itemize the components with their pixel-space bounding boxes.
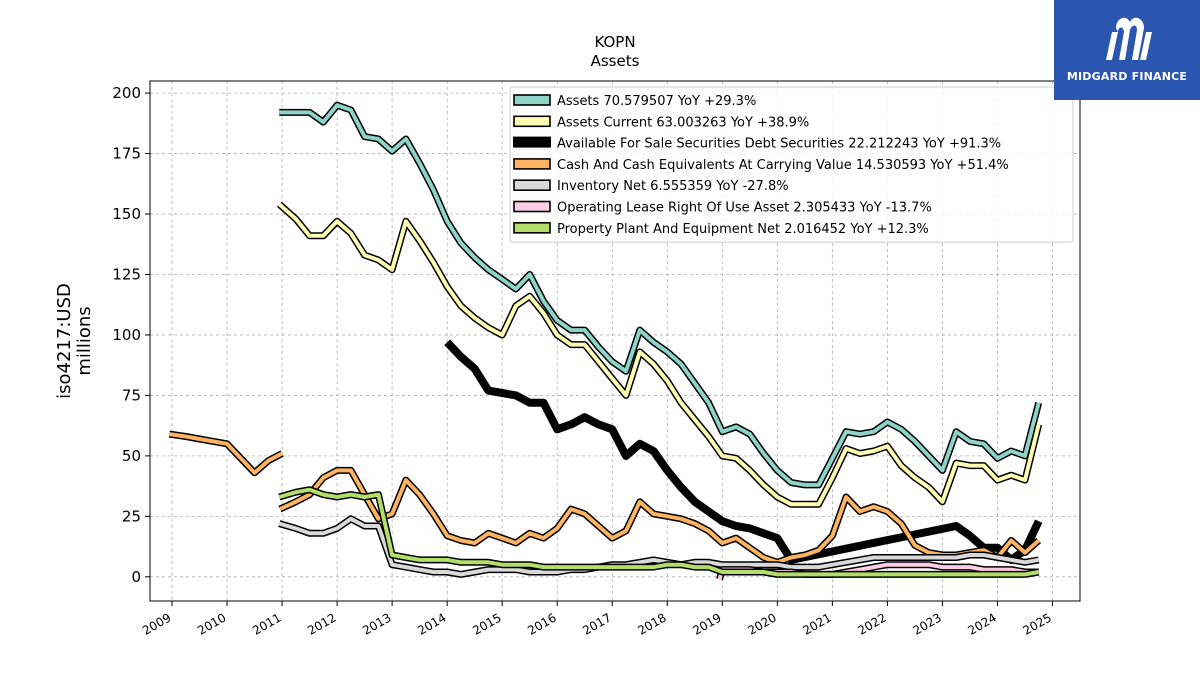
- series-line: [169, 432, 284, 475]
- x-tick-label: 2018: [635, 610, 668, 637]
- y-tick-label: 100: [112, 326, 141, 344]
- series-line: [444, 339, 1043, 564]
- y-tick-label: 75: [122, 386, 141, 404]
- legend-entry-label: Assets Current 63.003263 YoY +38.9%: [557, 115, 809, 130]
- x-tick-label: 2016: [525, 610, 558, 637]
- legend-swatch: [513, 200, 551, 213]
- x-tick-label: 2017: [580, 610, 613, 637]
- x-tick-label: 2021: [800, 610, 833, 637]
- x-tick-label: 2015: [470, 610, 503, 637]
- x-tick-label: 2024: [966, 610, 999, 637]
- legend-entry-label: Inventory Net 6.555359 YoY -27.8%: [557, 179, 789, 194]
- y-axis-label-units: millions: [74, 306, 95, 375]
- plot-frame: [149, 80, 1081, 602]
- legend-swatch: [513, 115, 551, 128]
- x-tick-label: 2009: [140, 610, 173, 637]
- series-line: [278, 516, 1040, 577]
- chart-subtitle: Assets: [590, 52, 640, 70]
- legend-entry-label: Available For Sale Securities Debt Secur…: [557, 137, 1001, 152]
- logo-mark-icon: [1106, 17, 1152, 61]
- series-line: [278, 487, 1040, 577]
- legend-swatch: [513, 158, 551, 170]
- series-line: [279, 103, 1041, 487]
- series-line: [279, 468, 1041, 565]
- x-tick-label: 2025: [1021, 610, 1054, 637]
- y-tick-label: 0: [131, 568, 141, 586]
- legend-swatch: [513, 222, 551, 234]
- brand-logo: MIDGARD FINANCE: [1054, 0, 1200, 100]
- x-tick-label: 2020: [745, 610, 778, 637]
- legend-entry-label: Cash And Cash Equivalents At Carrying Va…: [557, 158, 1009, 173]
- legend-swatch: [513, 136, 551, 148]
- x-tick-label: 2010: [195, 610, 228, 637]
- chart-title: KOPN: [594, 33, 636, 51]
- series-line: [277, 202, 1041, 507]
- legend-entry-label: Operating Lease Right Of Use Asset 2.305…: [557, 201, 932, 216]
- legend-entry-label: Property Plant And Equipment Net 2.01645…: [557, 222, 929, 237]
- x-tick-label: 2013: [360, 610, 393, 637]
- y-tick-label: 50: [122, 447, 141, 465]
- x-tick-label: 2019: [690, 610, 723, 637]
- y-tick-label: 175: [112, 145, 141, 163]
- x-tick-label: 2011: [250, 610, 283, 637]
- y-tick-label: 125: [112, 265, 141, 283]
- y-tick-label: 25: [122, 507, 141, 525]
- legend-swatch: [513, 94, 551, 106]
- series-line-outline: [168, 430, 284, 477]
- logo-text: MIDGARD FINANCE: [1066, 70, 1188, 83]
- y-tick-label: 200: [112, 84, 141, 102]
- legend-entry-label: Assets 70.579507 YoY +29.3%: [557, 94, 756, 109]
- y-axis-label: iso4217:USD: [54, 283, 75, 399]
- x-tick-label: 2014: [415, 610, 448, 637]
- x-tick-label: 2023: [910, 610, 943, 637]
- x-tick-label: 2022: [855, 610, 888, 637]
- legend-box: [509, 86, 1074, 243]
- x-tick-label: 2012: [305, 610, 338, 637]
- legend-swatch: [513, 179, 551, 191]
- y-tick-label: 150: [112, 205, 141, 223]
